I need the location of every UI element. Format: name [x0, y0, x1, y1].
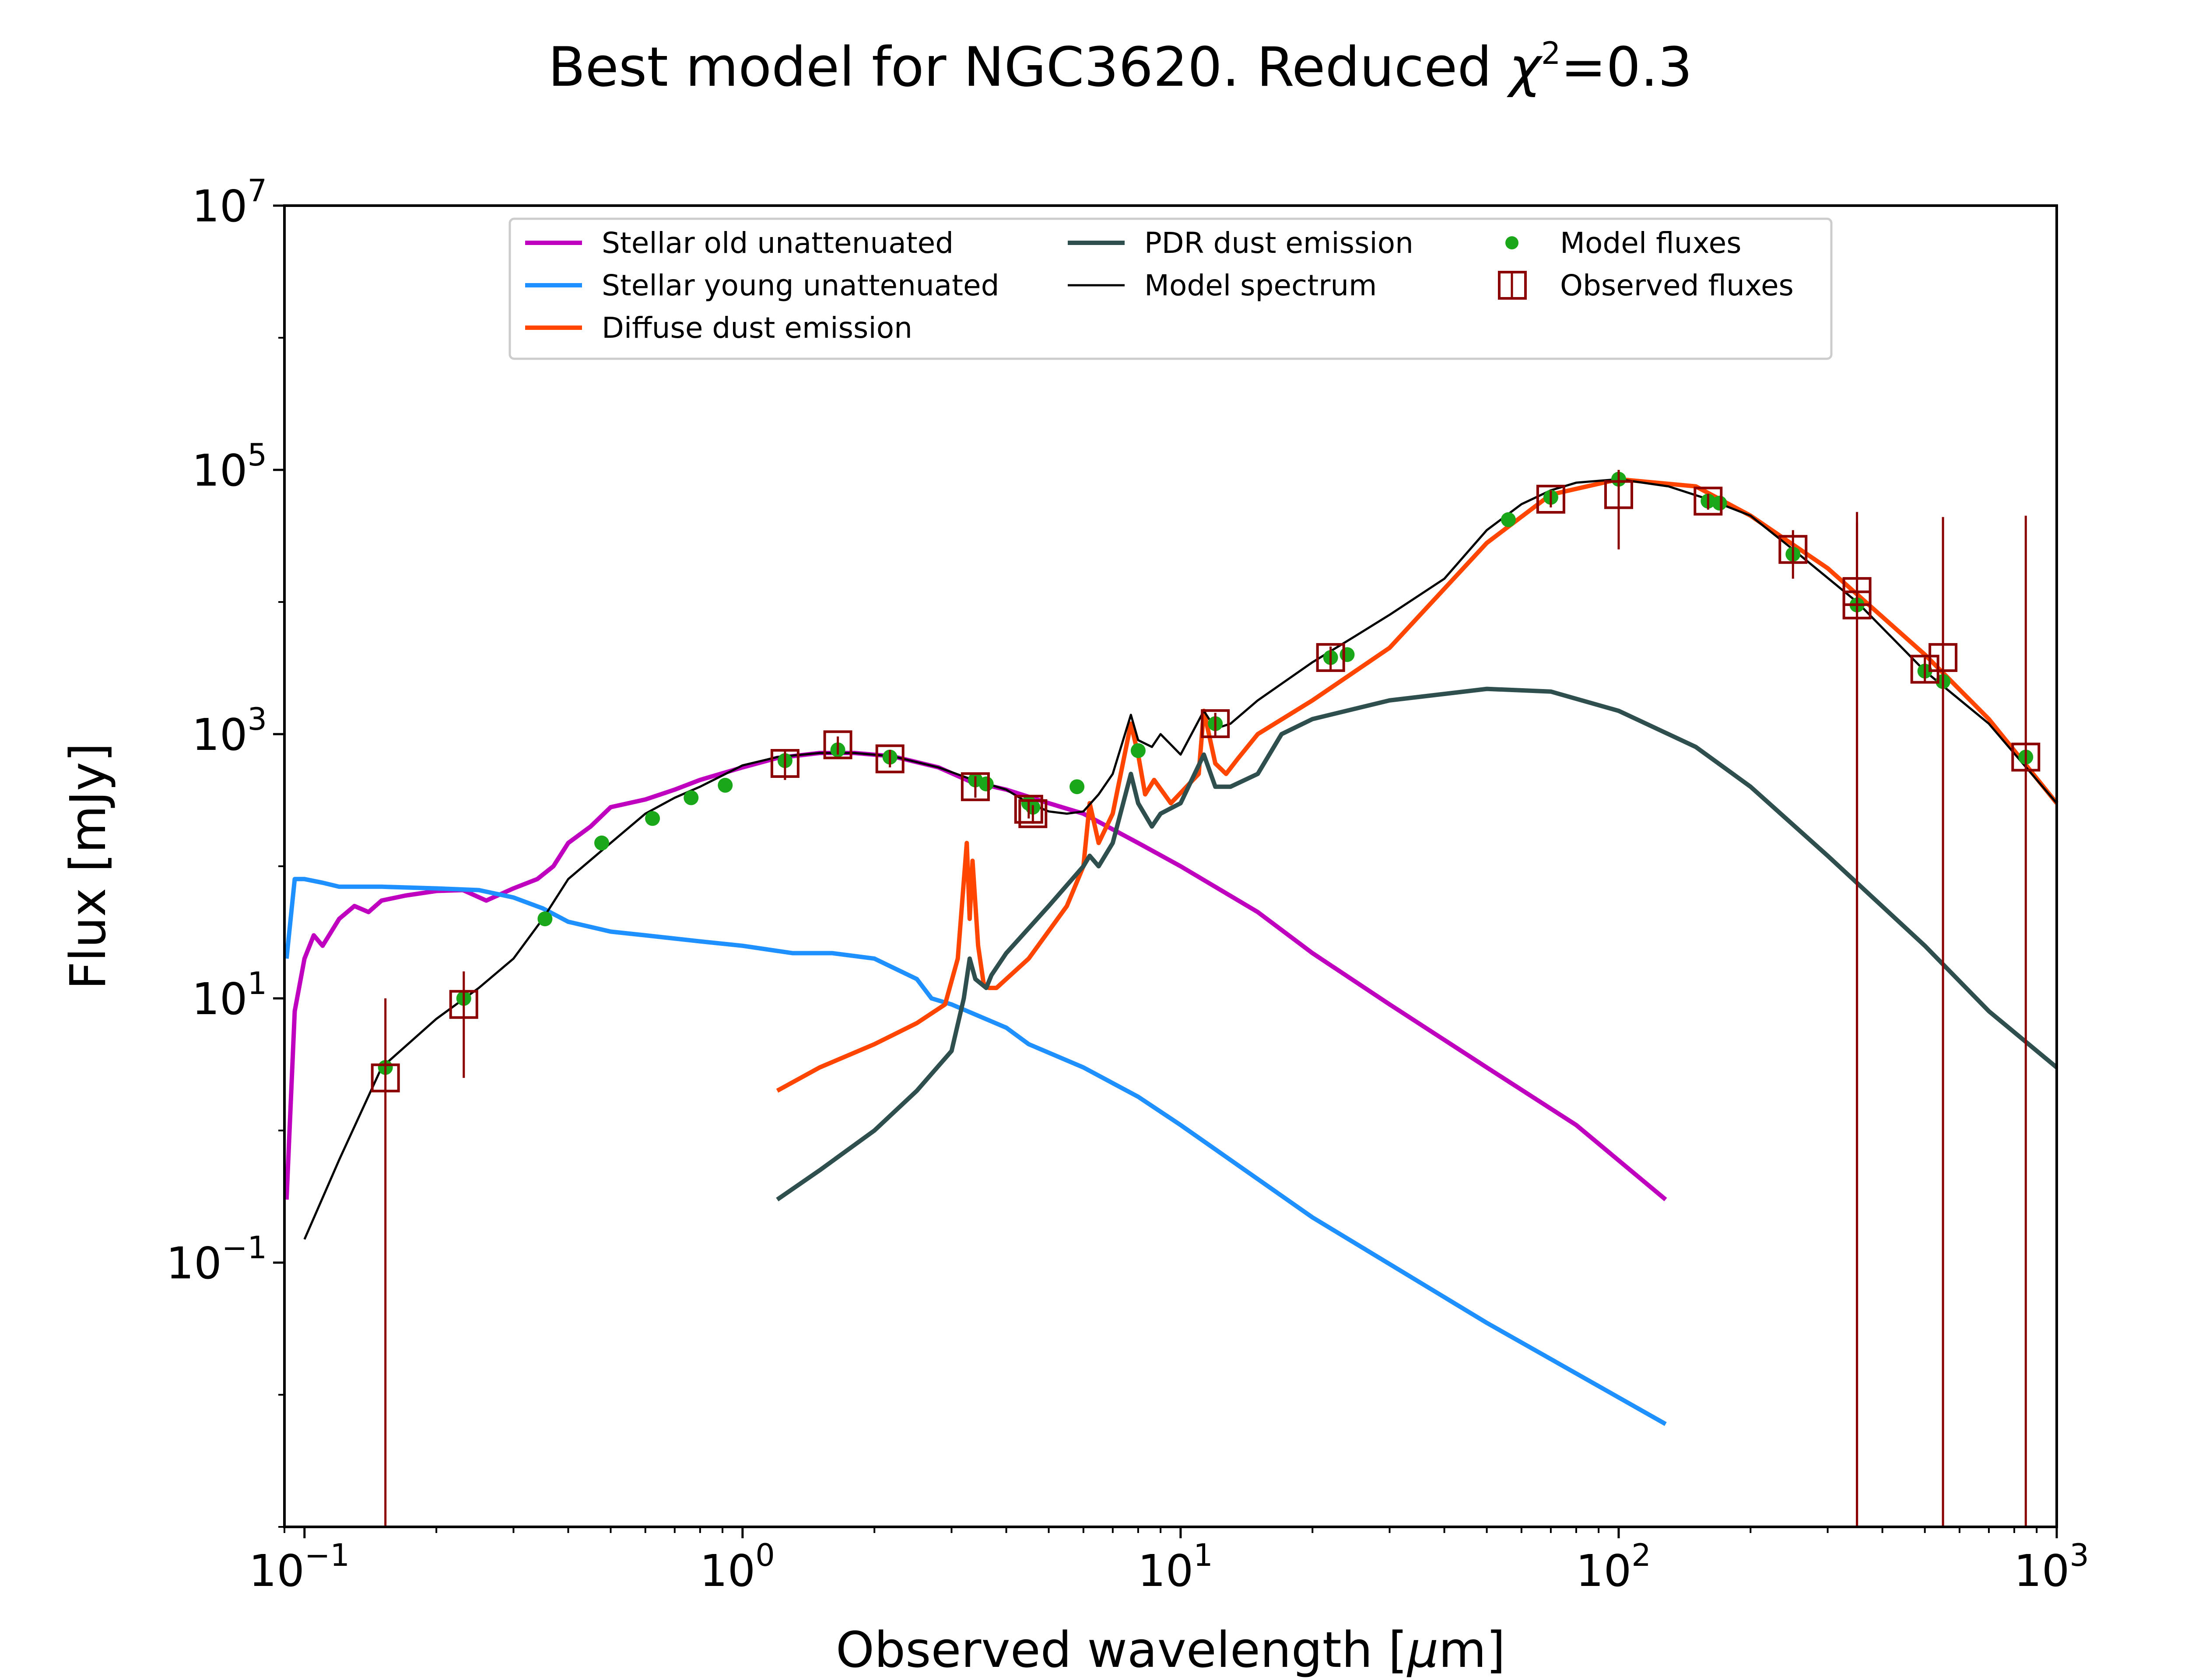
model-flux-point: [1712, 496, 1727, 511]
legend-swatch-model_fluxes: [1505, 236, 1518, 249]
model-flux-point: [1339, 647, 1355, 662]
series-line-stellar_young: [284, 877, 1667, 1426]
series-line-model_spectrum: [303, 478, 2058, 1240]
legend: Stellar old unattenuated Stellar young un…: [508, 217, 1833, 360]
observed-flux-marker: [1778, 535, 1808, 564]
model-flux-point: [684, 790, 699, 805]
series-layer: [284, 477, 2058, 1426]
observed-flux-marker: [1929, 643, 1958, 672]
legend-label-stellar_young: Stellar young unattenuated: [602, 269, 999, 302]
legend-label-diffuse_dust: Diffuse dust emission: [602, 311, 912, 345]
model-flux-point: [537, 911, 553, 927]
legend-label-model_spectrum: Model spectrum: [1144, 269, 1377, 302]
observed-flux-marker: [371, 1063, 400, 1092]
model-flux-point: [1501, 512, 1516, 527]
series-line-diffuse_dust: [776, 477, 2058, 1093]
y-axis: 10−1 101 103 105 107: [166, 173, 284, 1528]
x-axis-label: Observed wavelength [μm]: [836, 1622, 1505, 1679]
observed-flux-marker: [823, 730, 852, 760]
x-tick-label: 103: [2014, 1537, 2089, 1596]
legend-box: [508, 217, 1833, 360]
observed-flux-marker: [1910, 654, 1939, 684]
observed-flux-marker: [1536, 485, 1565, 514]
x-tick-label: 102: [1576, 1537, 1651, 1596]
observed-flux-marker: [2011, 742, 2041, 772]
legend-items: Stellar old unattenuated Stellar young un…: [525, 226, 1794, 345]
y-tick-label: 103: [192, 701, 267, 760]
points-layer: [371, 470, 2041, 1527]
observed-flux-marker: [1604, 480, 1633, 509]
observed-flux-marker: [1316, 643, 1345, 672]
y-tick-label: 107: [192, 173, 267, 232]
observed-flux-marker: [875, 744, 905, 774]
observed-flux-marker: [961, 772, 990, 802]
legend-label-stellar_old: Stellar old unattenuated: [602, 226, 954, 260]
observed-flux-marker: [1201, 709, 1230, 738]
x-tick-label: 101: [1138, 1537, 1213, 1596]
legend-label-observed_fluxes: Observed fluxes: [1560, 269, 1794, 302]
observed-flux-marker: [1014, 794, 1043, 824]
observed-flux-marker: [1018, 799, 1048, 828]
series-line-pdr_dust: [776, 686, 2058, 1202]
observed-flux-marker: [1842, 590, 1872, 620]
y-tick-label: 10−1: [166, 1230, 267, 1289]
observed-flux-marker: [1694, 486, 1723, 516]
model-flux-point: [1069, 779, 1085, 794]
model-flux-point: [1130, 743, 1146, 758]
observed-flux-marker: [449, 990, 478, 1019]
model-flux-point: [645, 811, 660, 826]
x-tick-label: 10−1: [249, 1537, 350, 1596]
chart-title: Best model for NGC3620. Reduced χ2=0.3: [548, 35, 1692, 99]
x-axis: 10−1 100 101 102 103: [249, 1527, 2089, 1596]
observed-flux-marker: [770, 749, 799, 778]
model-flux-point: [594, 835, 609, 850]
model-flux-point: [978, 776, 994, 791]
x-tick-label: 100: [700, 1537, 775, 1596]
model-flux-point: [718, 777, 733, 793]
legend-label-model_fluxes: Model fluxes: [1560, 226, 1742, 260]
legend-label-pdr_dust: PDR dust emission: [1144, 226, 1413, 260]
series-line-stellar_old: [284, 751, 1667, 1201]
y-axis-label: Flux [mJy]: [60, 743, 117, 990]
y-tick-label: 101: [192, 966, 267, 1025]
y-tick-label: 105: [192, 437, 267, 496]
